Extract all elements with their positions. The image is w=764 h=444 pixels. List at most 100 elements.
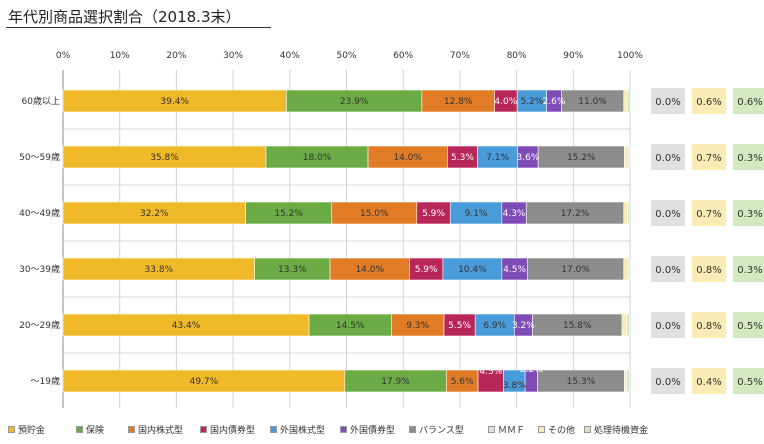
legend-swatch (340, 426, 347, 433)
value-box-label: 0.5% (737, 377, 762, 388)
x-tick-label: 0% (56, 51, 71, 61)
legend-swatch (76, 426, 83, 433)
value-box-label: 0.7% (696, 153, 721, 164)
gridlines (62, 70, 631, 408)
legend-item: 外国債券型 (340, 423, 395, 436)
value-box (733, 88, 764, 114)
category-label: 40～49歳 (19, 207, 60, 219)
value-box-label: 0.5% (737, 321, 762, 332)
legend-swatch (584, 426, 591, 433)
legend-swatch (538, 426, 545, 433)
legend-label: 保険 (86, 426, 105, 436)
segment-label: 13.3% (278, 265, 307, 275)
x-tick-label: 70% (450, 51, 470, 61)
stacked-bar-chart: 0% 10% 20% 30% 40% 50% 60% 70% 80% 90% 100% 60歳以上 5… (19, 51, 764, 408)
value-box (733, 256, 764, 282)
legend-item: 国内株式型 (128, 423, 183, 436)
legend-label: 外国株式型 (280, 426, 326, 436)
segment-label: 2.2% (520, 365, 543, 375)
segment-label: 9.3% (406, 321, 429, 331)
value-box (651, 144, 685, 170)
value-box (651, 312, 685, 338)
segment-label: 5.9% (422, 209, 445, 219)
segment-label: 15.2% (274, 209, 303, 219)
segment-label: 15.8% (563, 321, 592, 331)
x-tick-label: 100% (617, 51, 643, 61)
segment-label: 32.2% (140, 209, 169, 219)
segment-label: 4.5% (479, 367, 502, 377)
value-box (733, 368, 764, 394)
value-box-label: 0.0% (655, 265, 680, 276)
segment-label: 15.2% (567, 153, 596, 163)
x-tick-label: 90% (563, 51, 583, 61)
segment-label: 5.2% (520, 97, 543, 107)
value-box-label: 0.6% (696, 97, 721, 108)
legend-label: 国内株式型 (138, 426, 184, 436)
category-label: 60歳以上 (22, 95, 60, 107)
segment-label: 23.9% (340, 97, 369, 107)
segment-label: 43.4% (172, 321, 201, 331)
title-underline (6, 27, 271, 28)
legend-swatch (270, 426, 277, 433)
x-tick-label: 60% (393, 51, 413, 61)
legend-label: ＭＭＦ (498, 426, 526, 436)
value-box-label: 0.0% (655, 377, 680, 388)
bar-segment (623, 257, 629, 281)
segment-label: 4.3% (503, 209, 526, 219)
segment-label: 5.6% (451, 377, 474, 387)
value-box (651, 88, 685, 114)
value-box-label: 0.3% (737, 265, 762, 276)
segment-label: 9.1% (465, 209, 488, 219)
segment-label: 18.0% (303, 153, 332, 163)
legend: 預貯金 保険 国内株式型 国内債券型 外国株式型 外国債券型 バランス型 ＭＭＦ その他 処理待機… (0, 420, 764, 440)
bar-segment (621, 313, 627, 337)
value-box-label: 0.0% (655, 209, 680, 220)
segment-label: 5.9% (415, 265, 438, 275)
legend-label: 国内債券型 (210, 426, 256, 436)
segment-label: 17.2% (561, 209, 590, 219)
legend-swatch (200, 426, 207, 433)
legend-item: ＭＭＦ (488, 423, 525, 436)
segment-label: 3.8% (503, 381, 526, 391)
value-box (692, 144, 726, 170)
legend-label: バランス型 (419, 426, 464, 436)
value-box-label: 0.4% (696, 377, 721, 388)
legend-swatch (128, 426, 135, 433)
segment-label: 10.4% (458, 265, 487, 275)
bar-segment (624, 145, 629, 169)
x-axis-ticks: 0% 10% 20% 30% 40% 50% 60% 70% 80% 90% 100% (56, 51, 643, 61)
bar-segment (627, 145, 631, 169)
segment-label: 33.8% (145, 265, 174, 275)
value-box (692, 88, 726, 114)
value-box-label: 0.3% (737, 209, 762, 220)
segment-label: 39.4% (160, 97, 189, 107)
bar-segment (623, 201, 629, 225)
bar-segment (627, 201, 630, 225)
value-box-label: 0.6% (737, 97, 762, 108)
x-tick-label: 50% (336, 51, 356, 61)
segment-label: 15.3% (567, 377, 596, 387)
legend-label: 預貯金 (18, 426, 46, 436)
value-box-label: 0.0% (655, 321, 680, 332)
x-tick-label: 20% (166, 51, 186, 61)
value-box (692, 312, 726, 338)
value-box (733, 312, 764, 338)
bar-segment (626, 89, 631, 113)
segment-label: 6.9% (483, 321, 506, 331)
legend-item: その他 (538, 423, 575, 436)
segment-label: 5.5% (448, 321, 471, 331)
segment-label: 17.9% (381, 377, 410, 387)
legend-label: その他 (548, 426, 576, 436)
segment-label: 7.1% (486, 153, 509, 163)
segment-label: 4.5% (503, 265, 526, 275)
segment-label: 49.7% (190, 377, 219, 387)
bar-segment (627, 257, 631, 281)
legend-swatch (409, 426, 416, 433)
x-tick-label: 30% (223, 51, 243, 61)
x-tick-label: 80% (507, 51, 527, 61)
legend-label: 処理待機資金 (594, 426, 649, 436)
legend-item: 預貯金 (8, 423, 45, 436)
value-box (692, 200, 726, 226)
bars (62, 89, 631, 393)
chart-title: 年代別商品選択割合（2018.3末） (8, 8, 241, 26)
